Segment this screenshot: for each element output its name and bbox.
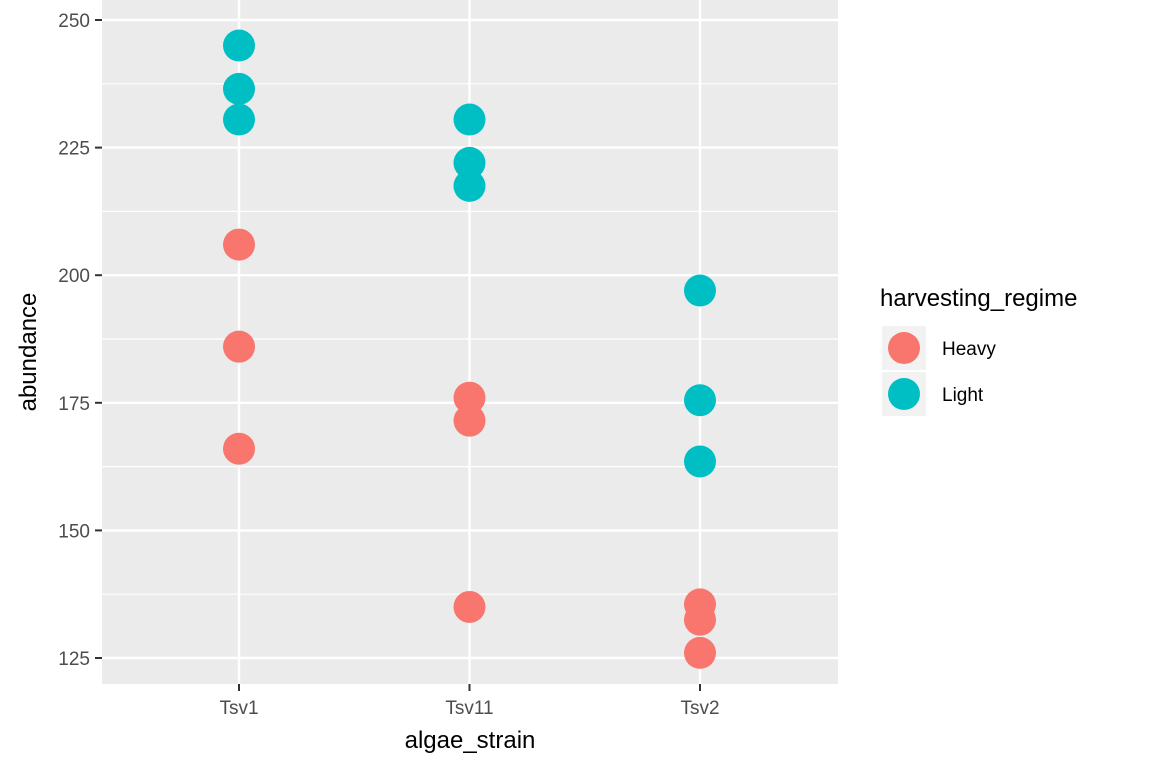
data-point-light	[223, 103, 255, 136]
data-point-heavy	[223, 432, 255, 465]
legend-items: Heavy Light	[882, 326, 996, 416]
data-point-light	[684, 274, 716, 307]
y-tick-label: 200	[58, 266, 90, 287]
data-point-heavy	[223, 330, 255, 363]
data-point-heavy	[453, 404, 486, 437]
data-point-heavy	[453, 590, 486, 623]
data-point-light	[453, 146, 486, 179]
data-point-heavy	[684, 603, 716, 636]
y-axis: 125 150 175 200 225 250	[58, 11, 102, 670]
data-point-heavy	[684, 636, 716, 669]
data-point-light	[223, 29, 255, 62]
data-point-heavy	[223, 228, 255, 261]
y-tick-label: 250	[58, 11, 90, 32]
legend-label-light: Light	[942, 385, 984, 406]
legend-key-heavy	[888, 332, 920, 364]
x-axis: Tsv1 Tsv11 Tsv2	[219, 684, 720, 719]
data-point-light	[453, 169, 486, 202]
legend-key-light	[888, 378, 920, 410]
legend-title: harvesting_regime	[880, 285, 1077, 312]
data-point-light	[453, 103, 486, 136]
x-tick-label: Tsv2	[680, 698, 719, 719]
x-axis-title: algae_strain	[405, 727, 536, 754]
data-point-heavy	[453, 381, 486, 414]
y-tick-label: 125	[58, 649, 90, 670]
data-point-light	[684, 384, 716, 417]
y-tick-label: 150	[58, 521, 90, 542]
legend: harvesting_regime Heavy Light	[880, 285, 1077, 416]
x-tick-label: Tsv11	[445, 698, 493, 719]
y-tick-label: 225	[58, 139, 90, 160]
data-point-light	[223, 72, 255, 105]
legend-label-heavy: Heavy	[942, 339, 996, 360]
data-points	[223, 29, 716, 669]
y-axis-title: abundance	[15, 293, 42, 412]
y-tick-label: 175	[58, 394, 90, 415]
data-point-light	[684, 445, 716, 478]
x-tick-label: Tsv1	[219, 698, 258, 719]
